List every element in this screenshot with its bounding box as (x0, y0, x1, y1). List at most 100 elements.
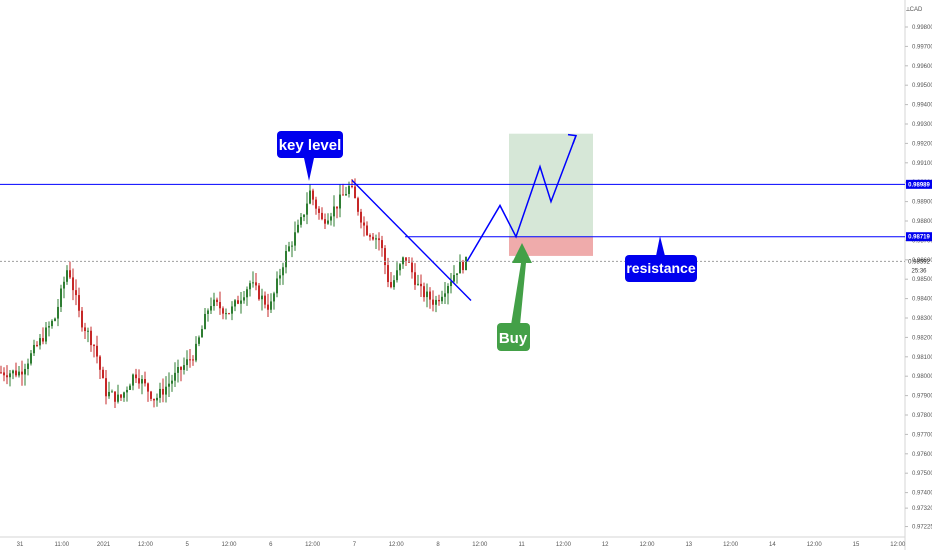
candle (183, 357, 185, 375)
candle (390, 271, 392, 289)
candle (9, 370, 11, 387)
candle (321, 207, 323, 221)
candle (186, 350, 188, 371)
resistance-callout[interactable]: resistance (625, 236, 697, 282)
time-tick-6: 6 (269, 542, 273, 548)
candle (6, 365, 8, 385)
price-tick-4: 0.99400 (912, 103, 932, 109)
candle (69, 261, 71, 279)
candle (78, 287, 80, 318)
time-tick-20: 15 (853, 542, 860, 548)
candle (114, 391, 116, 409)
buy-callout[interactable]: Buy (497, 243, 532, 351)
price-tick-15: 0.98300 (912, 316, 932, 322)
projection-path[interactable] (466, 135, 577, 262)
price-tick-6: 0.99200 (912, 141, 932, 147)
candle (87, 327, 89, 343)
candle (117, 384, 119, 404)
candle (27, 358, 29, 376)
stop-loss-zone[interactable] (509, 236, 593, 256)
candle (3, 367, 5, 382)
resistance-label: resistance (626, 260, 695, 276)
plot-background (0, 0, 905, 537)
candle (126, 386, 128, 402)
candle (267, 293, 269, 317)
candle (234, 299, 236, 312)
time-tick-19: 12:00 (807, 542, 823, 548)
price-tick-25: 0.97320 (912, 506, 932, 512)
candle (111, 389, 113, 393)
price-tick-10: 0.98800 (912, 219, 932, 225)
time-axis[interactable]: 31 11:00 2021 12:00 5 12:00 6 12:00 7 12:00 8 12:00… (17, 542, 906, 548)
key-level-price-text: 0.98989 (908, 182, 930, 188)
candle (72, 268, 74, 301)
candle (456, 273, 458, 284)
candle (231, 301, 233, 321)
candle (258, 283, 260, 301)
candle (279, 268, 281, 286)
candle (291, 241, 293, 258)
buy-label: Buy (499, 330, 528, 347)
candle (96, 335, 98, 364)
price-tick-23: 0.97500 (912, 471, 932, 477)
candle (66, 265, 68, 285)
candle (63, 276, 65, 299)
candle (318, 206, 320, 220)
descending-trendline[interactable] (351, 179, 472, 302)
candle (306, 192, 308, 225)
candle (261, 288, 263, 311)
price-tick-9: 0.98900 (912, 200, 932, 206)
candle (15, 362, 17, 378)
candle (171, 374, 173, 392)
price-axis[interactable]: 0.99800 0.99700 0.99600 0.99500 0.99400 0.993… (905, 25, 932, 531)
candle (282, 262, 284, 285)
candle (81, 306, 83, 332)
candle (210, 297, 212, 315)
settings-icon[interactable]: ⟂ (906, 6, 910, 13)
candle (51, 319, 53, 329)
candle (39, 334, 41, 350)
time-tick-21: 12:00 (890, 542, 906, 548)
resistance-price-text: 0.98719 (908, 235, 930, 241)
candle (363, 216, 365, 237)
candle (165, 376, 167, 403)
candle (444, 281, 446, 305)
candle (45, 322, 47, 345)
candle (237, 295, 239, 305)
candle (216, 297, 218, 307)
candle (243, 291, 245, 304)
candle (372, 232, 374, 241)
take-profit-zone[interactable] (509, 133, 593, 237)
candle (60, 284, 62, 313)
candle (276, 271, 278, 298)
candle (180, 366, 182, 382)
candle (462, 259, 464, 274)
time-tick-7: 12:00 (305, 542, 321, 548)
candle (177, 359, 179, 383)
candle (339, 184, 341, 218)
candle (225, 308, 227, 320)
price-tick-0: 0.99800 (912, 25, 932, 31)
time-tick-13: 12:00 (556, 542, 572, 548)
candle (54, 317, 56, 322)
price-tick-11: 0.98700 (912, 238, 932, 244)
candle (270, 293, 272, 313)
time-tick-11: 12:00 (472, 542, 488, 548)
candle (48, 321, 50, 337)
candle (147, 382, 149, 402)
key-level-callout[interactable]: key level (277, 131, 343, 181)
candle (192, 355, 194, 366)
candle (24, 363, 26, 386)
candle (285, 244, 287, 274)
candle (141, 375, 143, 395)
candle (378, 232, 380, 251)
price-tick-3: 0.99500 (912, 83, 932, 89)
candle (312, 188, 314, 206)
candle (33, 339, 35, 356)
candle (300, 213, 302, 228)
candle (132, 373, 134, 391)
candle (336, 206, 338, 219)
candle (423, 282, 425, 302)
